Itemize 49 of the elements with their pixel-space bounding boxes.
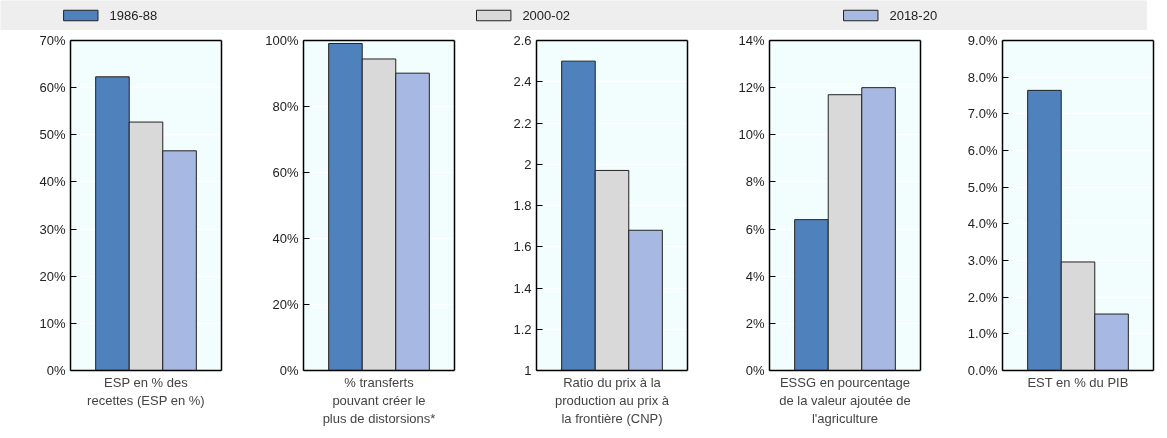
y-tick-label: 20% [272,297,299,312]
y-tick-label: 0% [46,363,66,378]
y-tick-label: 10% [738,127,765,143]
y-tick-label: 70% [39,33,66,48]
y-tick-label: 30% [39,221,66,237]
y-tick-label: 0% [279,363,299,378]
y-tick-label: 20% [39,268,66,284]
legend-label: 2000-02 [522,8,571,23]
y-tick-label: 60% [272,165,299,180]
legend-label: 1986-88 [109,8,158,23]
y-tick-label: 8% [745,174,765,190]
y-tick-label: 3.0% [967,253,998,268]
y-tick-label: 2.6 [513,33,532,48]
y-tick-label: 4% [745,268,765,284]
y-tick-label: 40% [272,231,299,246]
y-tick-label: 2.0% [967,289,998,305]
y-tick-label: 12% [738,80,765,96]
y-tick-label: 14% [738,33,765,48]
y-tick-label: 2.2 [513,115,532,131]
y-tick-label: 0% [745,363,765,378]
y-tick-label: 1.0% [967,326,998,342]
y-tick-label: 7.0% [967,106,998,122]
y-tick-label: 6% [745,221,765,237]
y-tick-label: 1.2 [513,321,532,337]
legend-label: 2018-20 [889,8,938,23]
y-tick-label: 40% [39,174,66,190]
y-tick-label: 2% [745,315,765,331]
y-tick-label: 100% [265,33,299,48]
x-axis-title: % transferts pouvant créer le plus de distorsions* [322,374,436,426]
y-tick-label: 5.0% [967,179,998,195]
x-axis-title: Ratio du prix à la production au prix à la frontière (CNP) [554,374,670,426]
y-tick-label: 10% [39,315,66,331]
y-tick-label: 2.4 [513,74,532,90]
y-tick-label: 50% [39,127,66,143]
y-tick-label: 1.4 [513,280,532,296]
y-tick-label: 60% [39,80,66,96]
y-tick-label: 9.0% [967,33,998,48]
y-tick-label: 1.8 [513,198,532,213]
y-tick-label: 6.0% [967,143,998,158]
y-tick-label: 80% [272,99,299,114]
x-axis-title: ESSG en pourcentage de la valeur ajoutée de l'agriculture [779,374,911,426]
y-tick-label: 4.0% [967,216,998,232]
y-tick-label: 2 [524,156,532,172]
y-tick-label: 8.0% [967,69,998,85]
x-axis-title: EST en % du PIB [1027,374,1129,390]
y-tick-label: 1.6 [513,239,532,255]
y-tick-label: 1 [524,363,532,378]
y-tick-label: 0.0% [967,363,998,378]
x-axis-title: ESP en % des recettes (ESP en %) [87,374,205,408]
